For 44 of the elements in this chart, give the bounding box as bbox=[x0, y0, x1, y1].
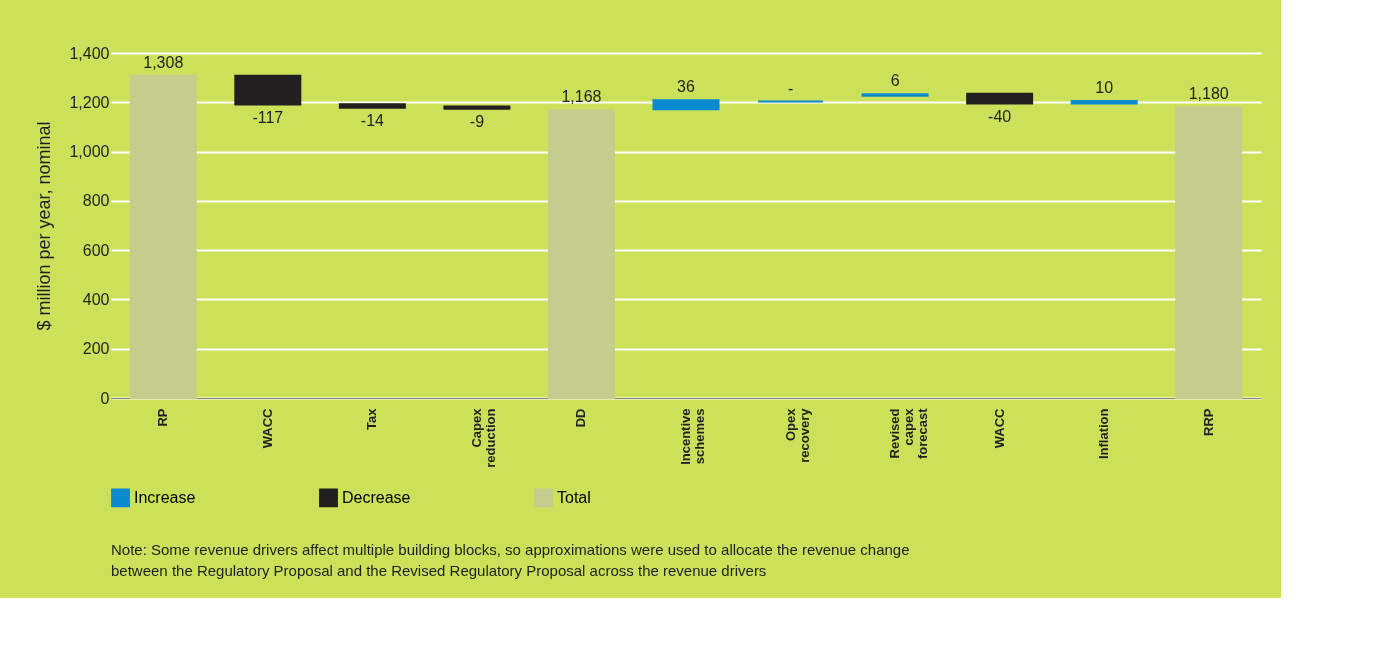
data-label: 10 bbox=[1095, 79, 1114, 97]
bar bbox=[966, 92, 1034, 105]
data-label: 1,168 bbox=[561, 88, 602, 106]
data-label: -117 bbox=[252, 108, 284, 126]
legend-label: Decrease bbox=[342, 488, 411, 506]
y-tick-label: 1,000 bbox=[69, 143, 110, 161]
legend-label: Increase bbox=[134, 488, 196, 506]
data-label: -14 bbox=[360, 111, 385, 129]
y-tick-label: 1,200 bbox=[69, 93, 110, 111]
text: Note: Some revenue drivers affect multiple building blocks, so approximations were used to allocate the revenue change between the Regulatory Proposal and the Revised Regulatory Proposal across the revenue drivers bbox=[111, 541, 910, 579]
legend-label: Total bbox=[557, 488, 591, 506]
x-tick-label: WACC bbox=[991, 407, 1007, 449]
x-tick-label: RRP bbox=[1200, 408, 1216, 436]
y-axis-title: $ million per year, nominal bbox=[34, 121, 55, 331]
bar bbox=[1070, 100, 1138, 105]
y-tick-label: 1,400 bbox=[69, 44, 110, 62]
bar bbox=[338, 103, 406, 109]
bar bbox=[1175, 106, 1243, 399]
x-tick-label: Incentive schemes bbox=[678, 408, 707, 465]
bar bbox=[443, 105, 511, 110]
y-tick-label: 600 bbox=[82, 241, 110, 259]
data-label: -9 bbox=[469, 112, 485, 130]
x-tick-label: Inflation bbox=[1096, 408, 1112, 460]
data-label: 36 bbox=[677, 78, 695, 96]
x-tick-label: RP bbox=[155, 408, 171, 427]
y-tick-label: 0 bbox=[100, 389, 110, 407]
x-tick-label: Tax bbox=[364, 407, 380, 430]
data-label: -40 bbox=[988, 107, 1012, 125]
bar bbox=[547, 109, 615, 399]
data-label: 6 bbox=[890, 72, 900, 90]
y-tick-label: 800 bbox=[82, 192, 110, 210]
bar bbox=[234, 74, 302, 106]
bar bbox=[652, 99, 720, 111]
data-label: - bbox=[787, 79, 794, 97]
x-tick-label: Opex recovery bbox=[782, 407, 812, 463]
data-label: 1,308 bbox=[143, 53, 184, 71]
x-tick-label: DD bbox=[573, 408, 589, 428]
x-tick-label: Revised capex forecast bbox=[887, 407, 931, 460]
data-label: 1,180 bbox=[1188, 85, 1229, 103]
bar bbox=[129, 74, 197, 399]
x-tick-label: WACC bbox=[259, 407, 275, 449]
x-tick-label: Capex reduction bbox=[468, 407, 498, 468]
y-tick-label: 400 bbox=[82, 290, 110, 308]
y-tick-label: 200 bbox=[82, 340, 110, 358]
